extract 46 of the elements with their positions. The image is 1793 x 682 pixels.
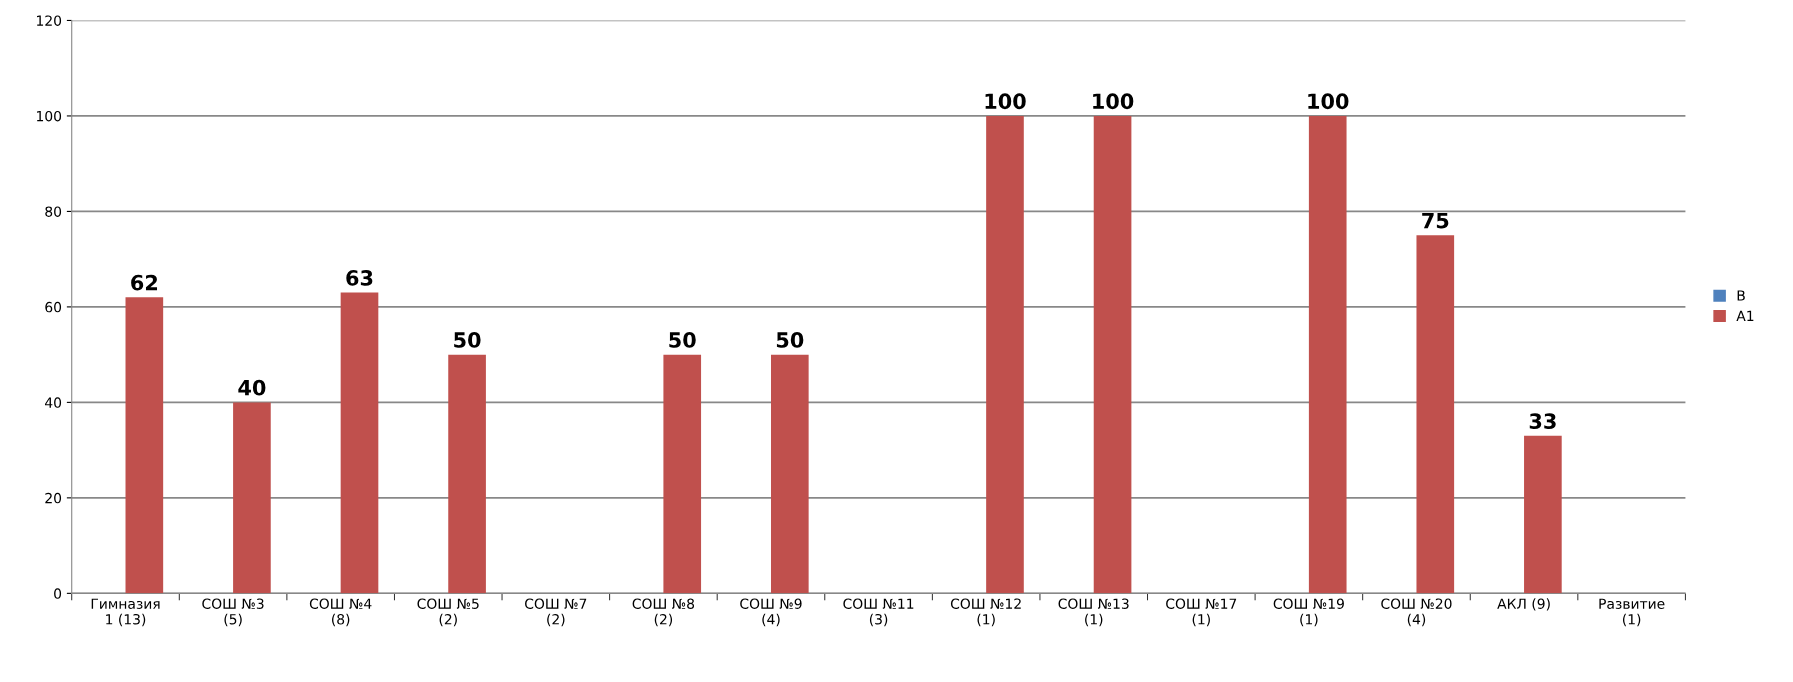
data-label: 100 <box>985 93 1026 110</box>
x-tick-label: СОШ №13 (1) <box>1058 598 1129 627</box>
x-tick-label: АКЛ (9) <box>1497 598 1550 611</box>
bar <box>125 297 164 594</box>
y-tick-label: 80 <box>45 206 62 217</box>
y-tick-label: 60 <box>45 301 62 313</box>
y-tick-label: 0 <box>54 588 62 599</box>
legend-label: В <box>1737 290 1745 301</box>
x-tick-label: СОШ №5 (2) <box>417 598 479 627</box>
data-label: 50 <box>776 332 804 348</box>
legend-label: А1 <box>1736 310 1754 321</box>
x-tick-label: СОШ №20 (4) <box>1381 598 1452 627</box>
bar <box>1308 115 1347 594</box>
x-tick-label: СОШ №3 (5) <box>202 598 264 627</box>
x-tick-label: СОШ №9 (4) <box>740 598 802 627</box>
y-tick-label: 40 <box>45 397 62 408</box>
x-tick-label: СОШ №11 (3) <box>843 598 914 627</box>
data-label: 63 <box>346 270 373 286</box>
data-label: 62 <box>131 274 158 291</box>
x-tick-label: СОШ №7 (2) <box>525 598 587 627</box>
bar <box>770 354 809 594</box>
bar <box>1524 435 1562 594</box>
x-tick-label: Гимназия 1 (13) <box>91 598 160 627</box>
data-label: 40 <box>238 379 266 396</box>
bar <box>340 292 379 594</box>
x-tick-label: СОШ №17 (1) <box>1166 598 1237 627</box>
x-tick-label: СОШ №4 (8) <box>309 598 372 627</box>
data-label: 75 <box>1422 212 1449 229</box>
y-tick-label: 120 <box>37 15 62 26</box>
bar <box>986 115 1024 594</box>
data-label: 50 <box>454 332 481 348</box>
data-label: 33 <box>1529 413 1556 429</box>
bar <box>1416 235 1455 594</box>
x-tick-label: СОШ №19 (1) <box>1273 598 1344 627</box>
x-tick-label: Развитие (1) <box>1599 598 1665 627</box>
bar <box>448 354 486 594</box>
y-tick-label: 20 <box>45 492 62 504</box>
bar <box>233 402 271 594</box>
bar <box>1093 115 1132 594</box>
x-tick-label: СОШ №8 (2) <box>632 598 695 627</box>
data-label: 50 <box>669 332 696 348</box>
data-label: 100 <box>1093 93 1134 110</box>
y-tick-label: 100 <box>37 110 62 122</box>
bar <box>663 354 702 594</box>
data-label: 100 <box>1308 93 1349 110</box>
x-tick-label: СОШ №12 (1) <box>950 598 1021 627</box>
